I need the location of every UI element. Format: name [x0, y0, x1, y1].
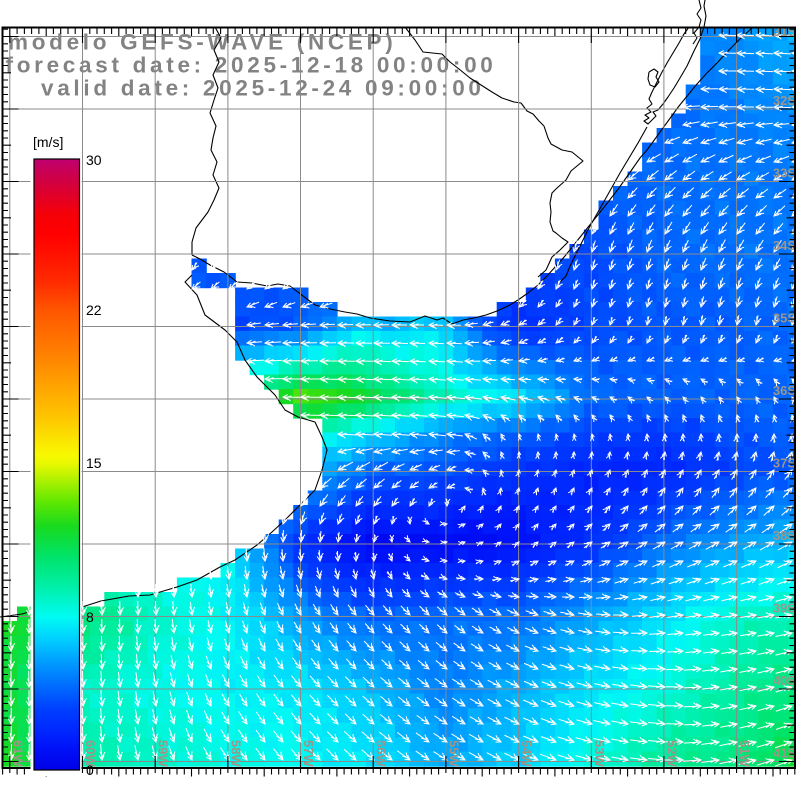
svg-text:56W: 56W [374, 740, 389, 767]
svg-text:15: 15 [86, 455, 102, 471]
svg-text:51W: 51W [737, 740, 752, 767]
svg-text:39S: 39S [773, 601, 796, 616]
svg-text:52W: 52W [664, 740, 679, 767]
svg-text:modelo GEFS-WAVE (NCEP): modelo GEFS-WAVE (NCEP) [8, 30, 396, 55]
svg-text:32S: 32S [773, 93, 796, 108]
svg-text:58W: 58W [228, 740, 243, 767]
svg-text:8: 8 [86, 609, 94, 625]
svg-text:34S: 34S [773, 238, 796, 253]
svg-text:37S: 37S [773, 456, 796, 471]
svg-text:53W: 53W [592, 740, 607, 767]
svg-text:57W: 57W [301, 740, 316, 767]
svg-text:forecast date: 2025-12-18 00:0: forecast date: 2025-12-18 00:00:00 [6, 53, 497, 78]
svg-text:60W: 60W [83, 740, 98, 767]
svg-text:36S: 36S [773, 383, 796, 398]
svg-text:30: 30 [86, 152, 102, 168]
svg-text:54W: 54W [519, 740, 534, 767]
svg-text:40S: 40S [773, 673, 796, 688]
svg-text:[m/s]: [m/s] [33, 134, 63, 150]
svg-text:55W: 55W [446, 740, 461, 767]
svg-text:22: 22 [86, 302, 102, 318]
svg-text:41S: 41S [773, 746, 796, 761]
svg-text:35S: 35S [773, 311, 796, 326]
svg-text:valid date: 2025-12-24 09:00:0: valid date: 2025-12-24 09:00:00 [41, 76, 485, 101]
svg-text:38S: 38S [773, 528, 796, 543]
svg-text:0: 0 [86, 762, 94, 778]
svg-text:59W: 59W [156, 740, 171, 767]
svg-text:33S: 33S [773, 166, 796, 181]
svg-text:61W: 61W [10, 740, 25, 767]
